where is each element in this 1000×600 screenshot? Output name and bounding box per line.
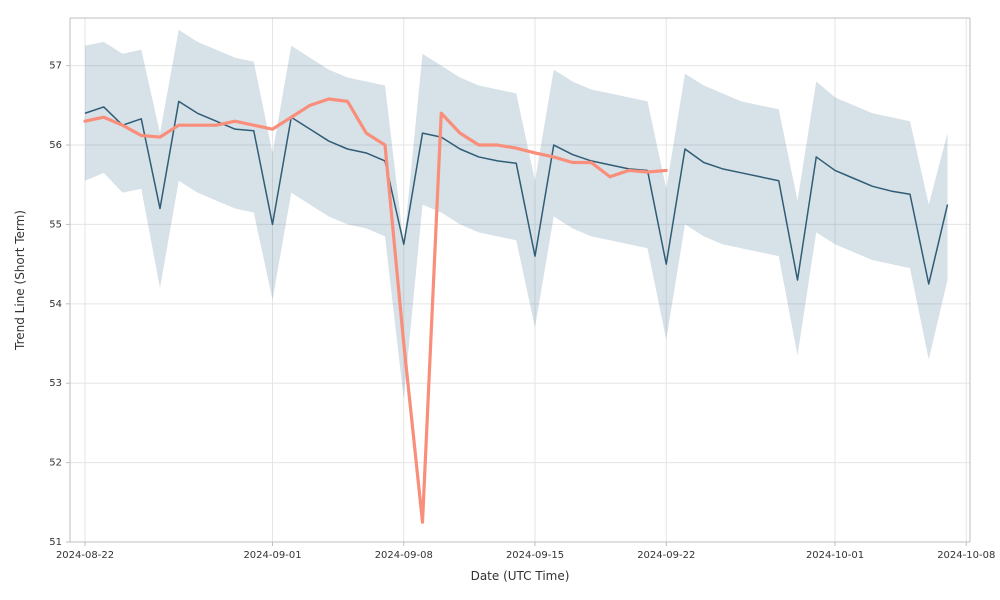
- x-tick-label: 2024-10-08: [937, 550, 995, 561]
- y-tick-label: 56: [49, 140, 62, 151]
- y-tick-label: 51: [49, 537, 62, 548]
- x-tick-label: 2024-09-22: [637, 550, 695, 561]
- x-tick-label: 2024-10-01: [806, 550, 864, 561]
- y-tick-label: 55: [49, 219, 62, 230]
- x-axis-label: Date (UTC Time): [471, 569, 570, 583]
- x-tick-label: 2024-09-15: [506, 550, 564, 561]
- y-axis-label: Trend Line (Short Term): [13, 210, 27, 351]
- y-tick-label: 54: [49, 299, 62, 310]
- x-tick-label: 2024-09-08: [375, 550, 433, 561]
- y-tick-label: 52: [49, 458, 62, 469]
- y-tick-label: 57: [49, 61, 62, 72]
- y-tick-label: 53: [49, 378, 62, 389]
- trend-chart: 51 52 53 54 55 56 57 2024-08-22 2024-09-01 2024-0…: [0, 0, 1000, 600]
- x-tick-label: 2024-09-01: [243, 550, 301, 561]
- x-tick-label: 2024-08-22: [56, 550, 114, 561]
- chart-svg: 51 52 53 54 55 56 57 2024-08-22 2024-09-01 2024-0…: [0, 0, 1000, 600]
